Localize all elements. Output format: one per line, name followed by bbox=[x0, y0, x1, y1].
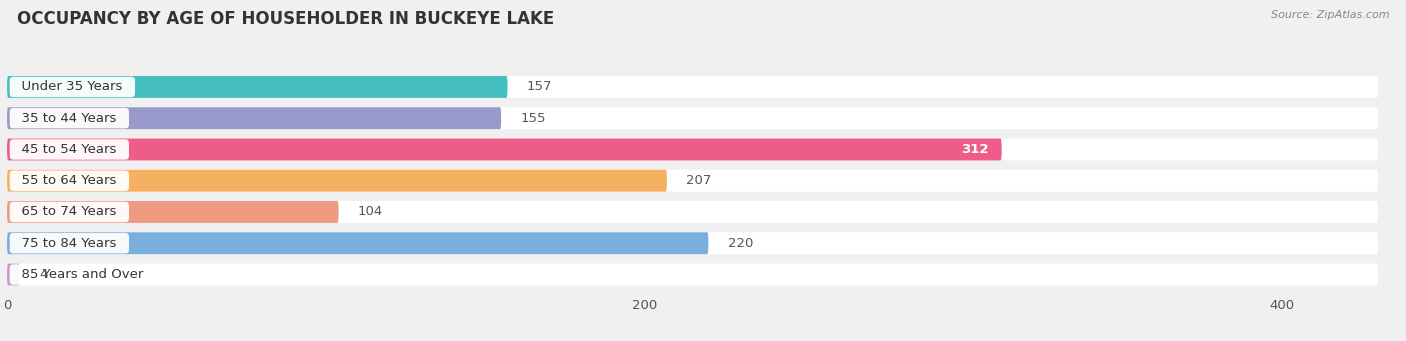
FancyBboxPatch shape bbox=[7, 264, 1378, 285]
FancyBboxPatch shape bbox=[7, 170, 666, 192]
Text: 85 Years and Over: 85 Years and Over bbox=[14, 268, 152, 281]
Text: 104: 104 bbox=[357, 206, 382, 219]
FancyBboxPatch shape bbox=[7, 201, 339, 223]
Text: OCCUPANCY BY AGE OF HOUSEHOLDER IN BUCKEYE LAKE: OCCUPANCY BY AGE OF HOUSEHOLDER IN BUCKE… bbox=[17, 10, 554, 28]
Text: 207: 207 bbox=[686, 174, 711, 187]
Text: 75 to 84 Years: 75 to 84 Years bbox=[14, 237, 125, 250]
Text: 155: 155 bbox=[520, 112, 546, 125]
Text: 220: 220 bbox=[727, 237, 752, 250]
FancyBboxPatch shape bbox=[7, 264, 20, 285]
FancyBboxPatch shape bbox=[7, 138, 1378, 160]
Text: 65 to 74 Years: 65 to 74 Years bbox=[14, 206, 125, 219]
Text: Under 35 Years: Under 35 Years bbox=[14, 80, 131, 93]
FancyBboxPatch shape bbox=[7, 170, 1378, 192]
FancyBboxPatch shape bbox=[7, 232, 1378, 254]
Text: 4: 4 bbox=[39, 268, 48, 281]
FancyBboxPatch shape bbox=[7, 76, 508, 98]
Text: 55 to 64 Years: 55 to 64 Years bbox=[14, 174, 125, 187]
FancyBboxPatch shape bbox=[7, 76, 1378, 98]
FancyBboxPatch shape bbox=[7, 107, 1378, 129]
FancyBboxPatch shape bbox=[7, 232, 709, 254]
Text: 157: 157 bbox=[527, 80, 553, 93]
Text: 312: 312 bbox=[962, 143, 988, 156]
Text: 35 to 44 Years: 35 to 44 Years bbox=[14, 112, 125, 125]
Text: Source: ZipAtlas.com: Source: ZipAtlas.com bbox=[1271, 10, 1389, 20]
FancyBboxPatch shape bbox=[7, 107, 501, 129]
FancyBboxPatch shape bbox=[7, 138, 1001, 160]
Text: 45 to 54 Years: 45 to 54 Years bbox=[14, 143, 125, 156]
FancyBboxPatch shape bbox=[7, 201, 1378, 223]
